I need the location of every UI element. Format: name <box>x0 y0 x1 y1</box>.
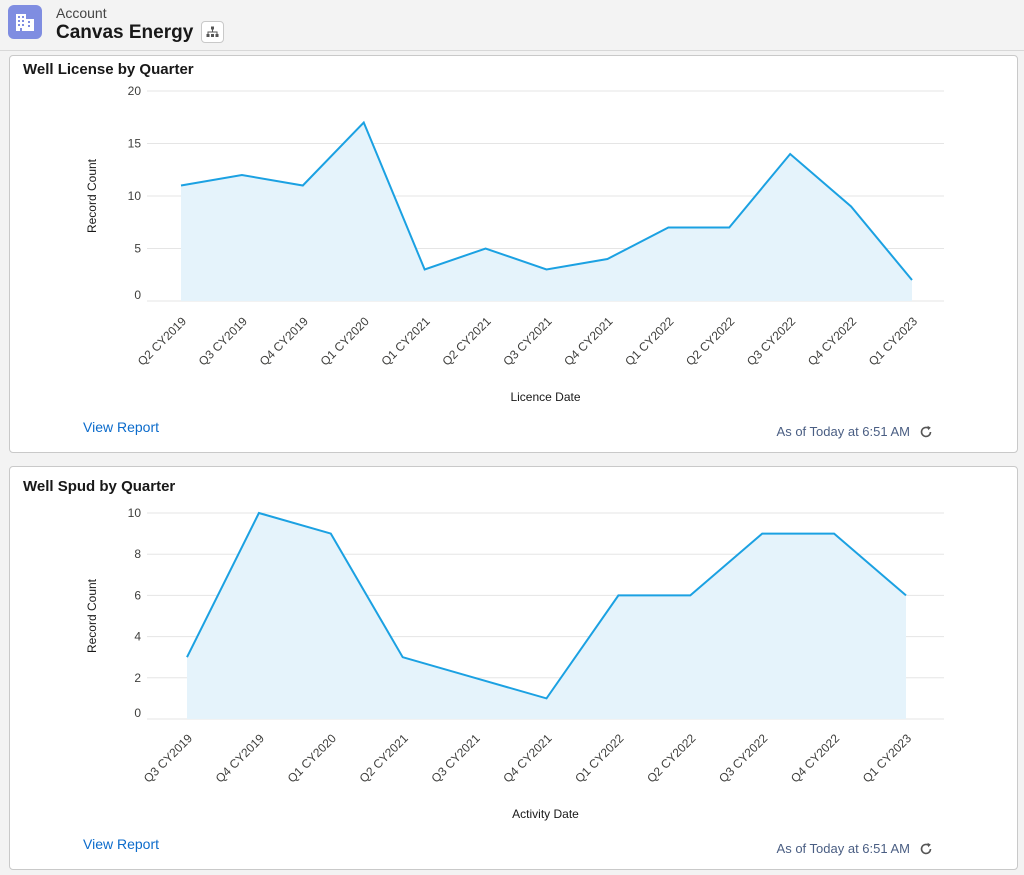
x-tick-label: Q2 CY2021 <box>439 314 493 368</box>
x-tick-label: Q1 CY2020 <box>285 731 339 785</box>
x-tick-label: Q1 CY2021 <box>379 314 433 368</box>
data-point <box>484 247 488 251</box>
record-name: Canvas Energy <box>56 22 194 43</box>
data-point <box>473 676 477 680</box>
data-point <box>832 532 836 536</box>
y-axis-title: Record Count <box>85 578 99 653</box>
series-line <box>186 511 907 700</box>
area-fill <box>181 122 912 301</box>
hierarchy-icon <box>206 26 219 37</box>
card-title: Well Spud by Quarter <box>23 478 176 495</box>
x-tick-label: Q4 CY2019 <box>257 314 311 368</box>
object-type-label: Account <box>56 5 107 21</box>
x-tick-label: Q1 CY2020 <box>318 314 372 368</box>
data-point <box>423 268 427 272</box>
refresh-timestamp: As of Today at 6:51 AM <box>776 841 910 856</box>
spud-chart: 0 2 4 6 8 10 Q3 CY2019 Q4 CY2019 Q1 CY2020 Q2 CY2… <box>85 506 944 821</box>
x-tick-label: Q2 CY2022 <box>683 314 737 368</box>
data-point <box>257 511 261 515</box>
y-tick-label: 10 <box>128 506 142 520</box>
data-point <box>688 593 692 597</box>
x-tick-label: Q3 CY2019 <box>141 731 195 785</box>
y-axis-title: Record Count <box>85 158 99 233</box>
y-tick-label: 10 <box>128 189 142 203</box>
data-point <box>329 532 333 536</box>
x-tick-label: Q2 CY2019 <box>135 314 189 368</box>
card-title: Well License by Quarter <box>23 61 194 78</box>
x-tick-label: Q1 CY2022 <box>572 731 626 785</box>
view-report-link[interactable]: View Report <box>83 836 160 852</box>
area-fill <box>187 513 906 719</box>
y-tick-label: 5 <box>134 242 141 256</box>
y-tick-label: 15 <box>128 137 142 151</box>
x-tick-label: Q1 CY2022 <box>622 314 676 368</box>
data-point <box>240 173 244 177</box>
y-tick-label: 4 <box>134 630 141 644</box>
series-line <box>180 120 913 281</box>
y-tick-label: 0 <box>134 706 141 720</box>
y-tick-label: 20 <box>128 84 142 98</box>
y-tick-label: 2 <box>134 671 141 685</box>
x-tick-label: Q1 CY2023 <box>860 731 914 785</box>
data-point <box>301 184 305 188</box>
x-tick-label: Q3 CY2021 <box>500 314 554 368</box>
x-tick-label: Q3 CY2022 <box>744 314 798 368</box>
report-chart-card-spud: Well Spud by Quarter 0 2 4 6 8 10 Q3 CY2019 Q4 … <box>9 466 1018 870</box>
y-tick-label: 6 <box>134 588 141 602</box>
refresh-timestamp: As of Today at 6:51 AM <box>776 424 910 439</box>
x-tick-label: Q3 CY2021 <box>428 731 482 785</box>
x-tick-label: Q2 CY2022 <box>644 731 698 785</box>
data-point <box>616 593 620 597</box>
view-report-link[interactable]: View Report <box>83 419 160 435</box>
data-point <box>788 152 792 156</box>
x-tick-label: Q4 CY2022 <box>788 731 842 785</box>
refresh-icon[interactable] <box>918 424 934 440</box>
data-point <box>401 655 405 659</box>
data-point <box>545 268 549 272</box>
view-hierarchy-button[interactable] <box>201 21 224 43</box>
record-header: Account Canvas Energy <box>0 0 1024 51</box>
data-point <box>727 226 731 230</box>
data-point <box>760 532 764 536</box>
account-icon <box>8 5 42 39</box>
y-tick-label: 8 <box>134 547 141 561</box>
x-tick-label: Q3 CY2022 <box>716 731 770 785</box>
x-tick-label: Q4 CY2022 <box>805 314 859 368</box>
x-axis-title: Licence Date <box>510 390 580 404</box>
data-point <box>666 226 670 230</box>
data-point <box>904 593 908 597</box>
data-point <box>910 278 914 282</box>
data-point <box>849 205 853 209</box>
y-tick-label: 0 <box>134 288 141 302</box>
x-tick-label: Q4 CY2019 <box>213 731 267 785</box>
data-point <box>185 655 189 659</box>
data-point <box>605 257 609 261</box>
x-tick-label: Q4 CY2021 <box>500 731 554 785</box>
data-point <box>179 184 183 188</box>
x-tick-label: Q4 CY2021 <box>561 314 615 368</box>
data-point <box>362 121 366 125</box>
x-tick-label: Q2 CY2021 <box>357 731 411 785</box>
x-tick-label: Q3 CY2019 <box>196 314 250 368</box>
x-tick-label: Q1 CY2023 <box>866 314 920 368</box>
x-axis-title: Activity Date <box>512 807 579 821</box>
refresh-icon[interactable] <box>918 841 934 857</box>
report-chart-card-license: Well License by Quarter 0 5 10 15 20 Q2 CY201… <box>9 55 1018 453</box>
data-point <box>545 696 549 700</box>
